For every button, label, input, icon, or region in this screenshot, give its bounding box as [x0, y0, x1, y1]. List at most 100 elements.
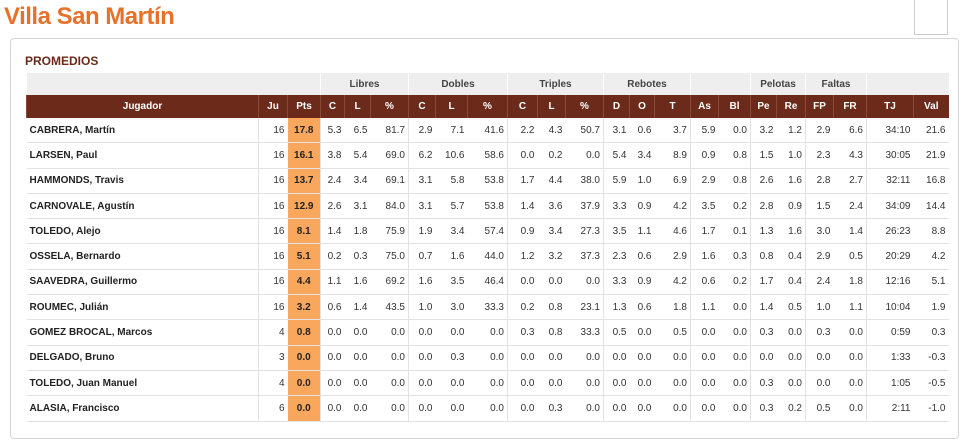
stat-cell: 0.3: [750, 395, 777, 422]
stat-cell: 2.4: [320, 168, 345, 194]
blank-box: [914, 0, 948, 35]
stat-cell: 0.0: [565, 345, 604, 371]
stat-cell: 0.0: [565, 370, 604, 397]
stat-cell: 2.4: [833, 193, 867, 220]
stat-cell: 4: [258, 319, 288, 346]
stat-cell: 2.8: [805, 168, 834, 194]
stat-cell: 4.4: [287, 269, 321, 296]
stat-cell: 4.6: [654, 218, 691, 245]
stat-cell: 1.2: [507, 243, 538, 270]
stat-cell: 0.0: [467, 345, 508, 371]
stat-cell: 16: [258, 168, 288, 194]
stat-cell: 2.2: [507, 118, 538, 144]
stat-cell: 0.8: [537, 294, 566, 321]
stat-cell: 0.0: [629, 395, 655, 422]
stat-cell: 6.2: [408, 142, 436, 169]
stat-cell: 0.0: [507, 345, 538, 371]
stat-cell: 10.6: [435, 142, 468, 169]
stat-cell: 0.0: [435, 319, 468, 346]
stat-cell: 2.3: [805, 142, 834, 169]
stat-cell: 0.0: [629, 345, 655, 371]
player-name: SAAVEDRA, Guillermo: [26, 269, 259, 296]
stat-cell: 0.8: [287, 319, 321, 346]
column-header: Bl: [718, 95, 751, 118]
stat-cell: 27.3: [565, 218, 604, 245]
stat-cell: 0.0: [408, 345, 436, 371]
stat-cell: 0.0: [690, 395, 719, 422]
stat-cell: 1.8: [833, 269, 867, 296]
stat-cell: 1.8: [344, 218, 371, 245]
section-title: PROMEDIOS: [25, 54, 99, 68]
stat-cell: 34:10: [866, 118, 914, 144]
stat-cell: 3.5: [435, 269, 468, 296]
stat-cell: 0.2: [320, 243, 345, 270]
stat-cell: 5.9: [690, 118, 719, 144]
column-header: Pts: [287, 95, 321, 118]
player-row: TOLEDO, Alejo 16 8.1 1.4 1.8 75.9 1.9 3.4 57.4 0.…: [26, 218, 949, 245]
stat-cell: 16: [258, 269, 288, 296]
stat-cell: 1.1: [690, 294, 719, 321]
stat-cell: 2.9: [654, 243, 691, 270]
player-name: CARNOVALE, Agustín: [26, 193, 259, 220]
player-name: GOMEZ BROCAL, Marcos: [26, 319, 259, 346]
stat-cell: 0.6: [320, 294, 345, 321]
stat-cell: 3.1: [344, 193, 371, 220]
stat-cell: 0.0: [750, 345, 777, 371]
stat-cell: 0.3: [913, 319, 949, 346]
stat-cell: 6.5: [344, 118, 371, 144]
stat-cell: 38.0: [565, 168, 604, 194]
player-name: TOLEDO, Juan Manuel: [26, 370, 259, 397]
stat-cell: -0.5: [913, 370, 949, 397]
stat-cell: 0.6: [629, 294, 655, 321]
stat-cell: 53.8: [467, 193, 508, 220]
stat-cell: 0.0: [467, 370, 508, 397]
stat-cell: 0.0: [565, 395, 604, 422]
stat-cell: 0.6: [629, 243, 655, 270]
stat-cell: 4.2: [913, 243, 949, 270]
stat-cell: 0.0: [507, 269, 538, 296]
stat-cell: 0.5: [833, 243, 867, 270]
stat-cell: 0.5: [776, 294, 806, 321]
stat-cell: 0.0: [320, 345, 345, 371]
stat-cell: 1.4: [507, 193, 538, 220]
stat-cell: 0.0: [370, 370, 409, 397]
stat-cell: 0.0: [776, 345, 806, 371]
stat-cell: 16: [258, 218, 288, 245]
stat-cell: 75.0: [370, 243, 409, 270]
stat-cell: 43.5: [370, 294, 409, 321]
stat-cell: 0.8: [750, 243, 777, 270]
column-header: L: [435, 95, 468, 118]
stat-cell: 21.9: [913, 142, 949, 169]
stat-cell: 0.0: [537, 370, 566, 397]
player-name: DELGADO, Bruno: [26, 345, 259, 371]
stat-cell: 0.0: [435, 395, 468, 422]
stat-cell: 1.7: [507, 168, 538, 194]
column-header: L: [344, 95, 371, 118]
stat-cell: -1.0: [913, 395, 949, 422]
stat-cell: 0.0: [776, 370, 806, 397]
stat-cell: 0.0: [565, 142, 604, 169]
stat-cell: 0.0: [467, 395, 508, 422]
table-body: CABRERA, Martín 16 17.8 5.3 6.5 81.7 2.9 7.1 41.…: [26, 118, 949, 422]
stat-cell: 53.8: [467, 168, 508, 194]
stat-cell: 0.0: [344, 319, 371, 346]
player-name: ALASIA, Francisco: [26, 395, 259, 422]
column-header: TJ: [866, 95, 914, 118]
stat-cell: 1.4: [344, 294, 371, 321]
column-header: O: [629, 95, 655, 118]
stat-cell: 0.0: [370, 345, 409, 371]
stat-cell: 1.1: [833, 294, 867, 321]
stat-cell: 75.9: [370, 218, 409, 245]
stat-cell: 5.1: [287, 243, 321, 270]
group-header: Dobles: [408, 73, 508, 95]
panel: [10, 38, 959, 439]
player-name: LARSEN, Paul: [26, 142, 259, 169]
player-row: CABRERA, Martín 16 17.8 5.3 6.5 81.7 2.9 7.1 41.…: [26, 118, 949, 144]
stat-cell: 0.3: [750, 370, 777, 397]
column-header: L: [537, 95, 566, 118]
stat-cell: 5.8: [435, 168, 468, 194]
stat-cell: 0.0: [718, 345, 751, 371]
stat-cell: 0.0: [805, 345, 834, 371]
stat-cell: 4.4: [537, 168, 566, 194]
